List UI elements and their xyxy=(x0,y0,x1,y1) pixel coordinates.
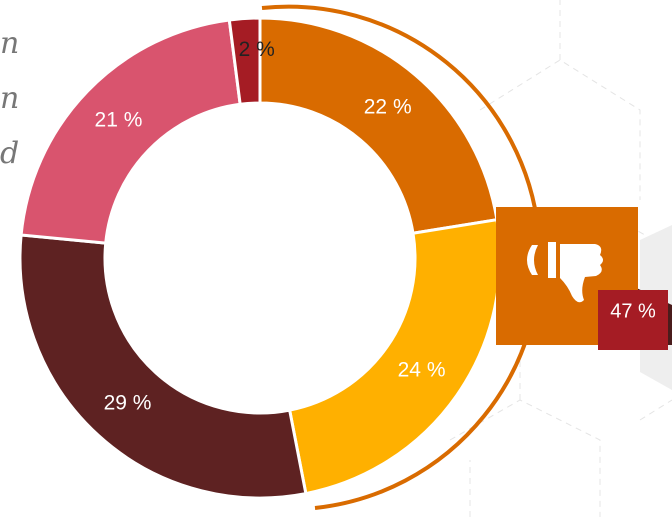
data-label: 24 % xyxy=(398,358,446,381)
side-text: n xyxy=(0,26,19,61)
donut-slice xyxy=(19,18,242,245)
data-label: 22 % xyxy=(364,96,412,119)
side-text: d xyxy=(0,136,19,171)
donut-slice xyxy=(287,217,502,496)
callout: 47 % xyxy=(496,207,672,350)
thumbs-down-icon xyxy=(527,242,603,303)
callout-label: 47 % xyxy=(610,300,656,322)
donut xyxy=(18,16,502,500)
data-label: 2 % xyxy=(239,38,275,61)
data-label: 29 % xyxy=(104,391,152,414)
donut-slice xyxy=(227,16,262,106)
donut-slice xyxy=(258,16,499,235)
data-label: 21 % xyxy=(95,108,143,131)
donut-slice xyxy=(18,233,308,500)
side-text: n xyxy=(0,81,19,116)
